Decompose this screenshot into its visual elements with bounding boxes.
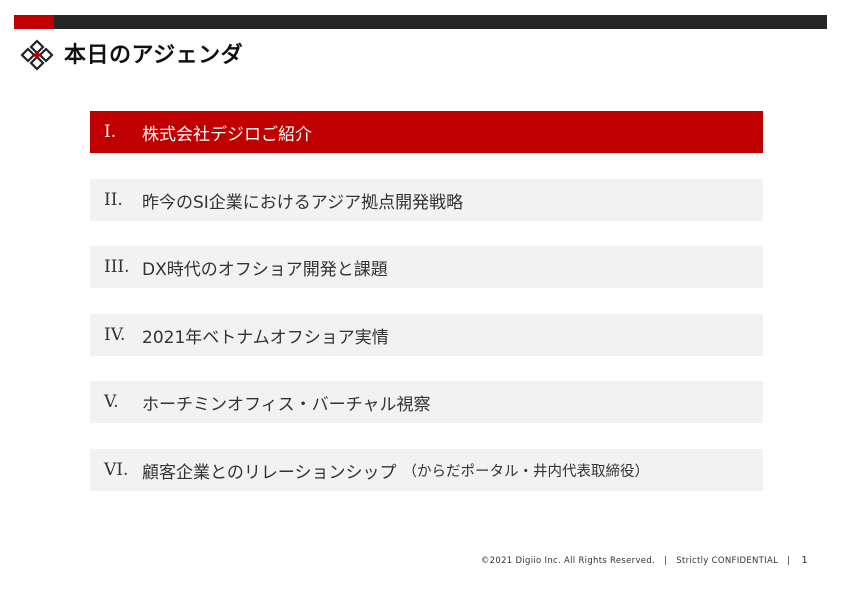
header-bar (14, 15, 827, 29)
agenda-item-sublabel: （からだポータル・井内代表取締役） (402, 463, 650, 480)
diamond-logo-icon (20, 39, 54, 71)
footer-separator: | (787, 556, 791, 566)
agenda-item-label: 昨今のSI企業におけるアジア拠点開発戦略 (142, 192, 464, 213)
agenda-item-3: III. DX時代のオフショア開発と課題 (90, 246, 763, 288)
agenda-item-label: 2021年ベトナムオフショア実情 (142, 327, 389, 348)
page-number: 1 (801, 555, 808, 566)
footer-confidential: Strictly CONFIDENTIAL (676, 556, 779, 566)
agenda-item-number: VI. (104, 460, 129, 480)
header-accent (14, 15, 54, 29)
page-title: 本日のアジェンダ (64, 43, 244, 68)
agenda-item-1: I. 株式会社デジロご紹介 (90, 111, 763, 153)
agenda-item-label: 顧客企業とのリレーションシップ (142, 462, 397, 483)
footer-separator: | (664, 556, 668, 566)
agenda-item-number: V. (104, 392, 119, 412)
agenda-item-5: V. ホーチミンオフィス・バーチャル視察 (90, 381, 763, 423)
agenda-item-6: VI. 顧客企業とのリレーションシップ （からだポータル・井内代表取締役） (90, 449, 763, 491)
agenda-item-label: DX時代のオフショア開発と課題 (142, 259, 388, 280)
agenda-item-label: 株式会社デジロご紹介 (142, 124, 312, 145)
agenda-item-4: IV. 2021年ベトナムオフショア実情 (90, 314, 763, 356)
agenda-item-number: II. (104, 190, 123, 210)
footer: ©2021 Digiio Inc. All Rights Reserved. |… (481, 555, 808, 566)
agenda-item-number: III. (104, 257, 130, 277)
agenda-item-label: ホーチミンオフィス・バーチャル視察 (142, 394, 431, 415)
agenda-item-number: I. (104, 122, 117, 142)
footer-copyright: ©2021 Digiio Inc. All Rights Reserved. (480, 556, 656, 566)
agenda-item-number: IV. (104, 325, 126, 345)
agenda-item-2: II. 昨今のSI企業におけるアジア拠点開発戦略 (90, 179, 763, 221)
